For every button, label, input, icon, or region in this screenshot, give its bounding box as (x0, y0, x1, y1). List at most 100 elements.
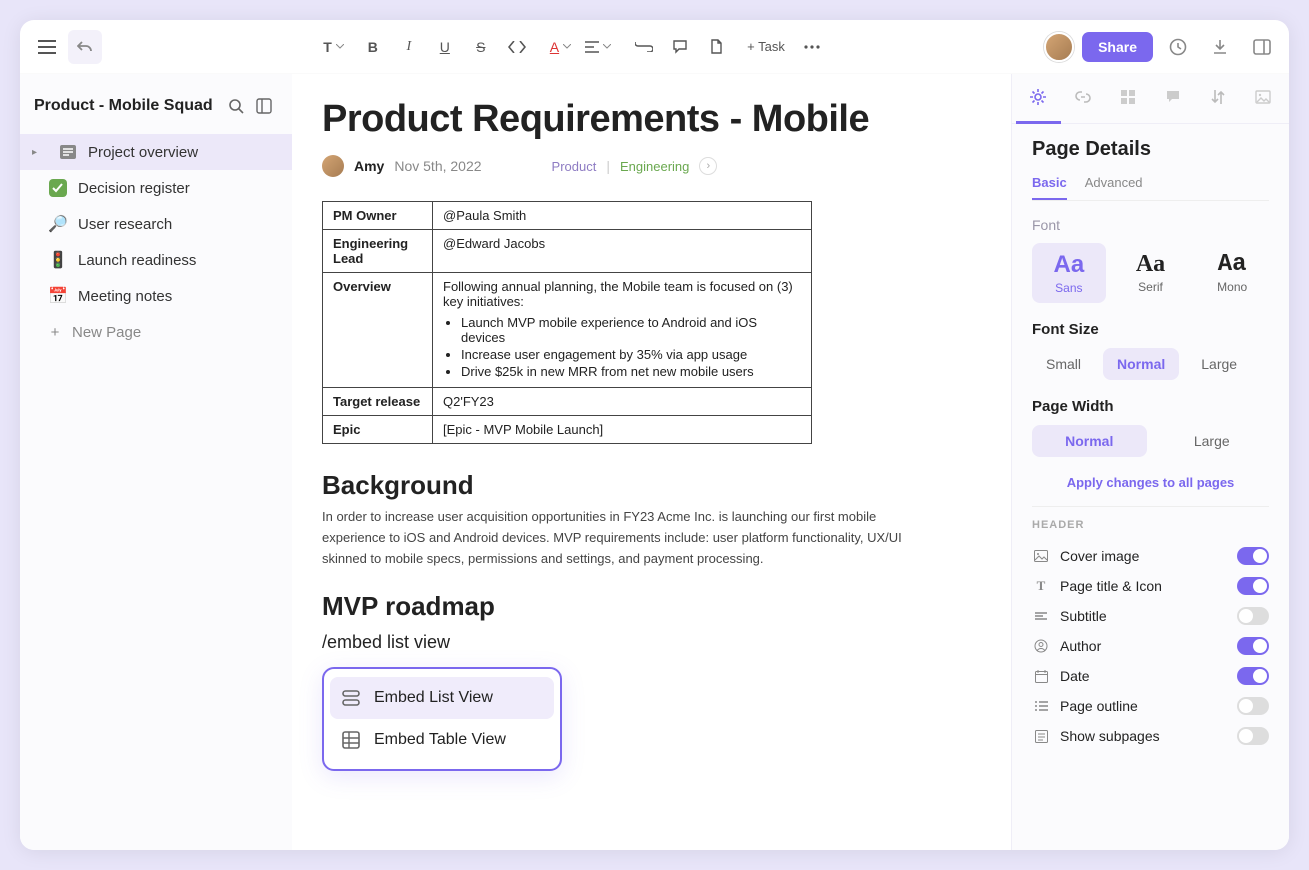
subtab-basic[interactable]: Basic (1032, 175, 1067, 200)
share-button[interactable]: Share (1082, 32, 1153, 62)
link-button[interactable] (627, 30, 661, 64)
sidebar-item-project-overview[interactable]: ▸Project overview (20, 134, 292, 170)
add-label-icon[interactable]: › (699, 157, 717, 175)
history-icon[interactable] (1161, 30, 1195, 64)
toggle-row-subtitle: Subtitle (1032, 601, 1269, 631)
download-icon[interactable] (1203, 30, 1237, 64)
more-button[interactable] (795, 30, 829, 64)
toggle-switch[interactable] (1237, 697, 1269, 715)
author-avatar (322, 155, 344, 177)
text-style-dropdown[interactable]: T (317, 30, 350, 64)
details-tab-blocks[interactable] (1106, 74, 1151, 124)
bold-button[interactable]: B (356, 30, 390, 64)
nav-label: Meeting notes (78, 288, 172, 305)
nav-label: Decision register (78, 180, 190, 197)
italic-button[interactable]: I (392, 30, 426, 64)
fontsize-normal[interactable]: Normal (1103, 348, 1179, 380)
background-heading[interactable]: Background (322, 470, 981, 501)
pagewidth-normal[interactable]: Normal (1032, 425, 1147, 457)
toggle-switch[interactable] (1237, 577, 1269, 595)
toggle-switch[interactable] (1237, 667, 1269, 685)
toggle-icon (1032, 639, 1050, 653)
table-row[interactable]: Epic[Epic - MVP Mobile Launch] (323, 416, 812, 444)
nav-icon: 📅 (48, 286, 68, 306)
toggle-row-page-title-icon: TPage title & Icon (1032, 571, 1269, 601)
details-tab-relations[interactable] (1061, 74, 1106, 124)
toggle-row-show-subpages: Show subpages (1032, 721, 1269, 751)
details-tab-image[interactable] (1240, 74, 1285, 124)
undo-button[interactable] (68, 30, 102, 64)
topbar: T B I U S A (20, 20, 1289, 74)
info-table[interactable]: PM Owner@Paula SmithEngineering Lead@Edw… (322, 201, 812, 444)
workspace-title: Product - Mobile Squad (34, 97, 222, 115)
pagewidth-label: Page Width (1032, 398, 1269, 415)
underline-button[interactable]: U (428, 30, 462, 64)
page-details-panel: Page Details Basic Advanced Font AaSansA… (1011, 74, 1289, 850)
add-task-button[interactable]: + Task (739, 32, 793, 62)
details-title: Page Details (1032, 138, 1269, 161)
attachment-button[interactable] (699, 30, 733, 64)
sidebar: Product - Mobile Squad ▸Project overview… (20, 74, 292, 850)
details-tab-activity[interactable] (1195, 74, 1240, 124)
sidebar-item-meeting-notes[interactable]: 📅 Meeting notes (20, 278, 292, 314)
toggle-switch[interactable] (1237, 547, 1269, 565)
sidebar-item-decision-register[interactable]: Decision register (20, 170, 292, 206)
new-page-button[interactable]: + New Page (20, 314, 292, 349)
comment-button[interactable] (663, 30, 697, 64)
toggle-row-author: Author (1032, 631, 1269, 661)
panel-toggle-icon[interactable] (1245, 30, 1279, 64)
details-tab-settings[interactable] (1016, 74, 1061, 124)
nav-label: Project overview (88, 144, 198, 161)
toggle-label: Date (1060, 668, 1227, 684)
doc-meta-row: Amy Nov 5th, 2022 Product | Engineering … (322, 155, 981, 177)
toggle-icon (1032, 550, 1050, 562)
toggle-switch[interactable] (1237, 727, 1269, 745)
toggle-icon (1032, 670, 1050, 683)
popup-item-embed-table-view[interactable]: Embed Table View (330, 719, 554, 761)
toggle-switch[interactable] (1237, 607, 1269, 625)
label-engineering[interactable]: Engineering (620, 159, 689, 174)
fontsize-large[interactable]: Large (1187, 348, 1251, 380)
font-option-serif[interactable]: AaSerif (1114, 243, 1188, 303)
details-tab-comments[interactable] (1150, 74, 1195, 124)
popup-icon (340, 729, 362, 751)
popup-icon (340, 687, 362, 709)
fontsize-small[interactable]: Small (1032, 348, 1095, 380)
user-avatar[interactable] (1044, 32, 1074, 62)
slash-popup: Embed List ViewEmbed Table View (322, 667, 562, 771)
toggle-label: Cover image (1060, 548, 1227, 564)
toggle-label: Page title & Icon (1060, 578, 1227, 594)
nav-icon (58, 142, 78, 162)
font-section-label: Font (1032, 217, 1269, 233)
search-icon[interactable] (222, 92, 250, 120)
menu-icon[interactable] (30, 30, 64, 64)
strikethrough-button[interactable]: S (464, 30, 498, 64)
slash-command-text[interactable]: /embed list view (322, 632, 981, 653)
code-button[interactable] (500, 30, 534, 64)
apply-all-link[interactable]: Apply changes to all pages (1032, 475, 1269, 490)
background-paragraph[interactable]: In order to increase user acquisition op… (322, 507, 942, 569)
page-title[interactable]: Product Requirements - Mobile (322, 98, 981, 141)
roadmap-heading[interactable]: MVP roadmap (322, 591, 981, 622)
label-product[interactable]: Product (552, 159, 597, 174)
popup-item-embed-list-view[interactable]: Embed List View (330, 677, 554, 719)
author-name: Amy (354, 158, 384, 174)
pagewidth-large[interactable]: Large (1155, 425, 1270, 457)
toggle-switch[interactable] (1237, 637, 1269, 655)
table-row[interactable]: Engineering Lead@Edward Jacobs (323, 230, 812, 273)
toggle-icon (1032, 730, 1050, 743)
table-row[interactable]: PM Owner@Paula Smith (323, 202, 812, 230)
toggle-label: Show subpages (1060, 728, 1227, 744)
font-option-mono[interactable]: AaMono (1195, 243, 1269, 303)
subtab-advanced[interactable]: Advanced (1085, 175, 1143, 200)
align-dropdown[interactable] (579, 30, 617, 64)
table-row[interactable]: OverviewFollowing annual planning, the M… (323, 273, 812, 388)
toggle-row-cover-image: Cover image (1032, 541, 1269, 571)
toggle-label: Subtitle (1060, 608, 1227, 624)
font-option-sans[interactable]: AaSans (1032, 243, 1106, 303)
table-row[interactable]: Target releaseQ2'FY23 (323, 388, 812, 416)
collapse-sidebar-icon[interactable] (250, 92, 278, 120)
sidebar-item-user-research[interactable]: 🔎User research (20, 206, 292, 242)
text-color-dropdown[interactable]: A (544, 30, 577, 64)
sidebar-item-launch-readiness[interactable]: 🚦Launch readiness (20, 242, 292, 278)
